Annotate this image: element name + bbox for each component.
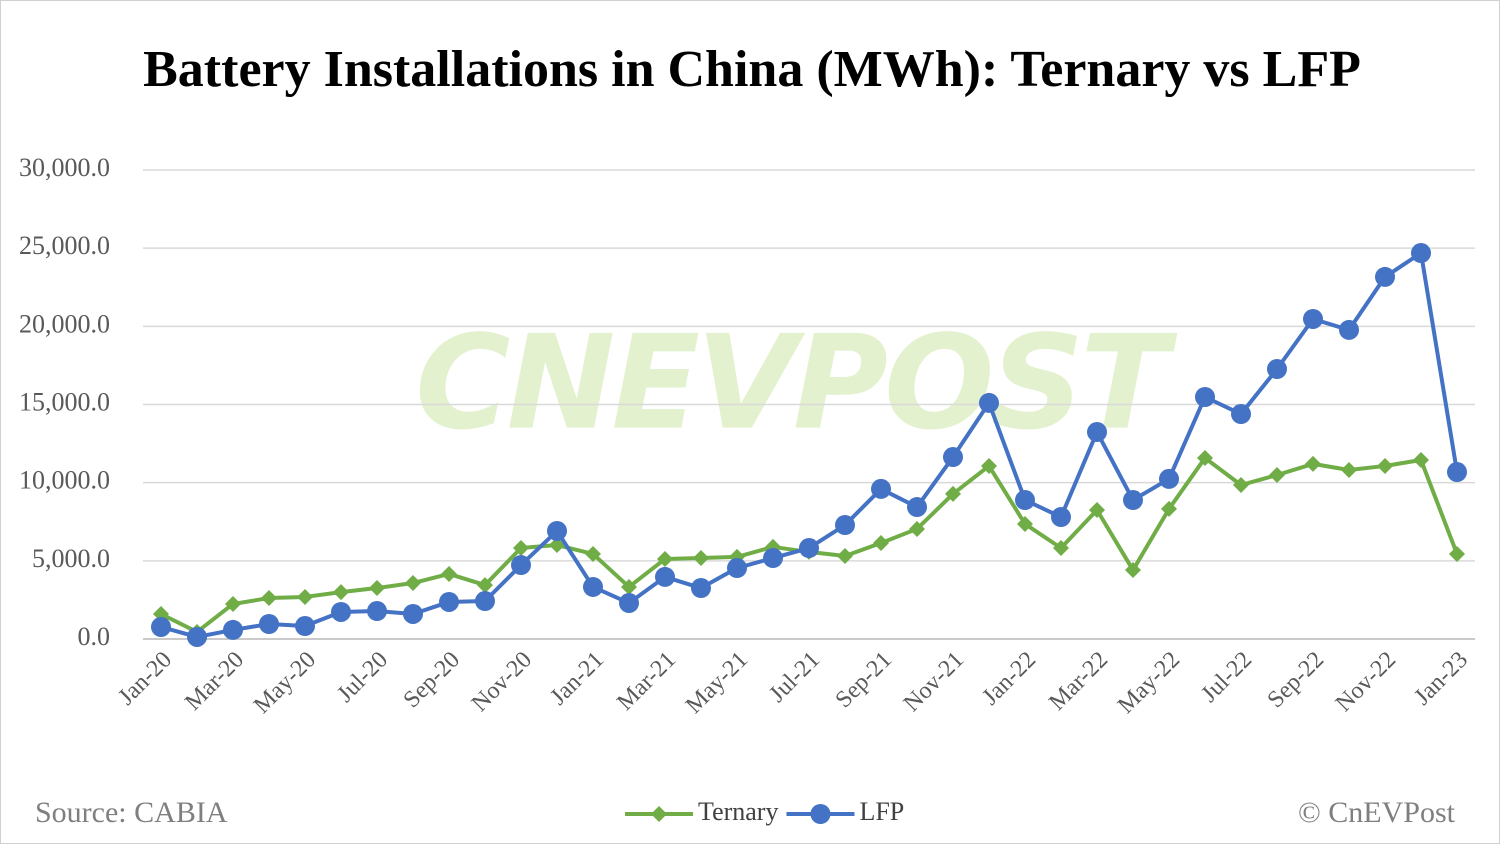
point [475, 591, 495, 612]
y-tick-label: 10,000.0 [19, 466, 110, 495]
point [187, 626, 207, 647]
point [691, 578, 711, 599]
point [585, 545, 601, 562]
point [1161, 500, 1177, 517]
point [1411, 243, 1431, 264]
point [1377, 457, 1393, 474]
point [1087, 422, 1107, 443]
point [727, 558, 747, 579]
point [1233, 477, 1249, 494]
source: Source: CABIA [35, 796, 228, 829]
point [1197, 449, 1213, 466]
point [1159, 468, 1179, 489]
point [331, 601, 351, 622]
point [979, 392, 999, 413]
point [225, 595, 241, 612]
point [261, 590, 277, 607]
point [621, 578, 637, 595]
point [1231, 404, 1251, 425]
point [477, 577, 493, 594]
point [943, 447, 963, 468]
point [837, 547, 853, 564]
point [223, 619, 243, 640]
point [151, 616, 171, 637]
point [1341, 462, 1357, 479]
point [1195, 386, 1215, 407]
point [1339, 319, 1359, 340]
point [439, 591, 459, 612]
point [945, 485, 961, 502]
legend-marker [810, 804, 831, 824]
point [513, 540, 529, 557]
point [763, 548, 783, 569]
watermark: CNEVPOST [415, 307, 1178, 459]
point [511, 555, 531, 576]
point [295, 616, 315, 637]
y-tick-label: 30,000.0 [19, 153, 110, 182]
y-tick-label: 5,000.0 [32, 544, 110, 573]
point [657, 550, 673, 567]
point [367, 601, 387, 622]
point [873, 535, 889, 552]
point [1449, 545, 1465, 562]
point [907, 497, 927, 518]
y-tick-label: 0.0 [78, 622, 111, 651]
point [259, 613, 279, 634]
point [1447, 462, 1467, 483]
legend-marker [651, 806, 667, 822]
point [835, 515, 855, 536]
point [1303, 308, 1323, 329]
point [583, 576, 603, 597]
credit: © CnEVPost [1298, 796, 1456, 829]
y-tick-label: 20,000.0 [19, 309, 110, 338]
point [1123, 490, 1143, 511]
point [369, 580, 385, 597]
point [1267, 359, 1287, 380]
point [871, 478, 891, 499]
point [547, 520, 567, 541]
point [1413, 451, 1429, 468]
point [1089, 502, 1105, 519]
point [1017, 515, 1033, 532]
y-tick-label: 25,000.0 [19, 231, 110, 260]
legend-label: LFP [859, 797, 904, 826]
point [1015, 490, 1035, 511]
point [405, 575, 421, 592]
point [909, 520, 925, 537]
point [981, 457, 997, 474]
chart-title: Battery Installations in China (MWh): Te… [143, 41, 1361, 98]
point [1375, 266, 1395, 287]
point [655, 566, 675, 587]
point [1053, 540, 1069, 557]
point [333, 584, 349, 601]
legend-label: Ternary [698, 797, 778, 826]
point [619, 593, 639, 614]
point [297, 588, 313, 605]
point [693, 550, 709, 567]
point [1305, 455, 1321, 472]
point [1051, 507, 1071, 528]
point [441, 565, 457, 582]
point [549, 537, 565, 554]
y-tick-label: 15,000.0 [19, 387, 110, 416]
point [799, 538, 819, 559]
point [1269, 467, 1285, 484]
point [403, 603, 423, 624]
point [1125, 562, 1141, 579]
